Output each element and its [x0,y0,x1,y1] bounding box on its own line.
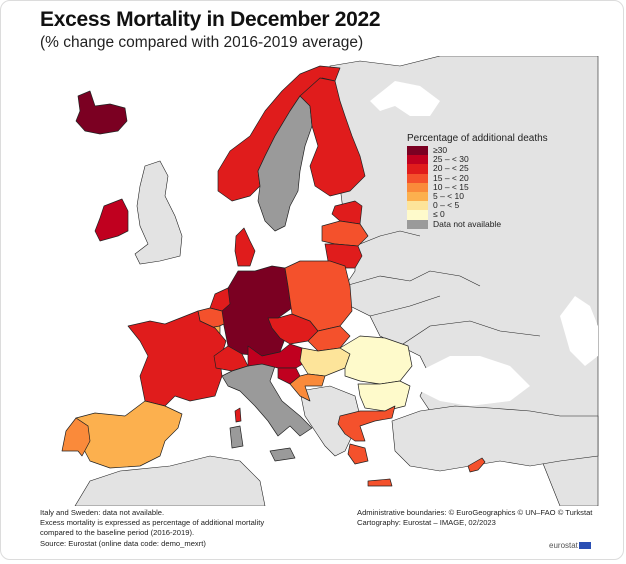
country-iceland [75,90,128,135]
map-legend: Percentage of additional deaths ≥30 25 – … [407,133,548,229]
country-bulgaria [357,380,411,412]
europe-map [61,56,599,506]
legend-item: 0 – < 5 [407,200,548,211]
country-france [127,310,227,407]
logo-text: eurostat [549,541,578,550]
legend-swatch [407,173,428,183]
white-sea [370,81,440,116]
legend-label: ≥30 [433,145,448,156]
legend-swatch [407,146,428,156]
legend-label: 15 – < 20 [433,172,469,183]
legend-swatch [407,201,428,211]
country-denmark [234,227,256,267]
map-title: Excess Mortality in December 2022 [40,8,381,31]
legend-swatch [407,191,428,202]
footnote-line: compared to the baseline period (2016-20… [40,528,195,538]
legend-swatch [407,219,428,229]
legend-item: 10 – < 15 [407,181,548,192]
legend-swatch [407,164,428,174]
footnote-line: Administrative boundaries: © EuroGeograp… [357,508,593,517]
country-spain [75,400,183,469]
legend-swatch [407,182,428,192]
country-sardinia [229,425,244,449]
country-hungary [299,347,351,377]
footnote-line: Cartography: Eurostat – IMAGE, 02/2023 [357,518,496,528]
land-north-africa [74,455,266,506]
eurostat-logo: eurostat [549,541,591,550]
legend-label: Data not available [433,218,502,229]
land-balkans [299,385,361,457]
legend-label: 10 – < 15 [433,181,469,192]
eu-flag-icon [578,542,591,549]
legend-swatch [407,155,428,165]
legend-label: ≤ 0 [433,209,445,220]
footnote-line: Excess mortality is expressed as percent… [40,518,265,528]
legend-item: Data not available [407,218,548,229]
countries [61,65,486,487]
country-croatia [289,373,326,402]
land-russia-east [329,56,599,506]
map-subtitle: (% change compared with 2016-2019 averag… [40,34,364,51]
country-portugal [61,417,91,457]
legend-item: ≤ 0 [407,209,548,220]
country-ireland [94,198,129,242]
country-sweden [257,95,313,232]
country-estonia [331,200,363,225]
legend-label: 5 – < 10 [433,191,464,202]
legend-item: 20 – < 25 [407,163,548,174]
country-corsica [234,407,242,423]
country-germany [219,265,293,357]
country-finland [299,77,366,197]
legend-item: 5 – < 10 [407,191,548,202]
border-lines [344,230,541,347]
country-poland [284,260,353,332]
legend-item: ≥30 [407,145,548,156]
legend-swatch [407,210,428,220]
caspian-sea [560,296,598,366]
country-greece [337,405,396,487]
country-latvia [321,220,369,247]
country-cyprus [467,457,486,473]
country-sicily [269,447,296,462]
legend-label: 25 – < 30 [433,154,469,165]
legend-item: 25 – < 30 [407,154,548,165]
land-turkey [391,405,599,472]
footnote-line: Source: Eurostat (online data code: demo… [40,538,206,548]
country-netherlands [209,287,231,312]
background-land [74,56,599,506]
legend-item: 15 – < 20 [407,172,548,183]
legend-label: 20 – < 25 [433,163,469,174]
legend-label: 0 – < 5 [433,200,460,211]
black-sea [420,356,530,406]
land-uk [134,160,183,265]
footnote-line: Italy and Sweden: data not available. [40,508,165,517]
footnotes-left: Italy and Sweden: data not available. Ex… [40,508,264,549]
footnotes-right: Administrative boundaries: © EuroGeograp… [357,508,592,528]
legend-title: Percentage of additional deaths [407,133,548,144]
